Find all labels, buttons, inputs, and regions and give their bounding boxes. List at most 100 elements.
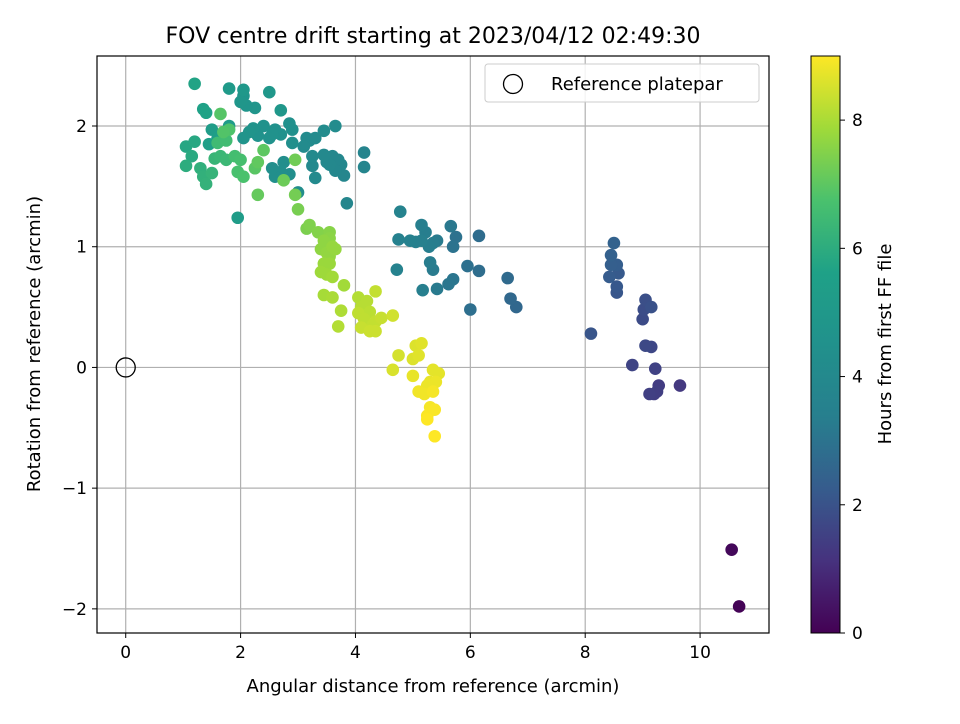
data-point: [643, 387, 656, 401]
data-point: [412, 349, 425, 362]
data-point: [610, 280, 624, 293]
data-point: [288, 153, 302, 167]
data-point: [222, 82, 236, 95]
data-point: [639, 339, 652, 353]
data-point: [603, 270, 616, 284]
data-point: [257, 119, 270, 133]
data-point: [428, 429, 442, 443]
data-point: [263, 85, 276, 99]
data-point: [416, 283, 429, 297]
colorbar-label: Hours from first FF file: [875, 244, 896, 445]
data-point: [283, 117, 296, 130]
data-point: [308, 131, 322, 145]
data-point: [415, 336, 428, 350]
data-point: [205, 166, 219, 180]
data-point: [472, 229, 486, 243]
data-point: [406, 369, 420, 383]
legend-entry-reference: Reference platepar: [551, 74, 723, 95]
data-point: [393, 205, 407, 219]
x-tick-label: 10: [689, 643, 711, 663]
y-tick-label: 1: [76, 238, 87, 258]
data-point: [323, 257, 336, 270]
data-point: [375, 311, 388, 325]
data-point: [464, 303, 477, 316]
colorbar-tick-label: 2: [852, 496, 863, 516]
y-tick-label: 0: [76, 358, 87, 378]
data-point: [369, 285, 382, 298]
legend-marker-reference: [502, 73, 524, 95]
colorbar: 0 2 4 6 8 Hours from first FF file: [810, 55, 896, 644]
data-point: [179, 159, 193, 173]
data-point: [188, 77, 201, 91]
y-tick-label: 2: [76, 117, 87, 137]
data-point: [644, 300, 658, 314]
data-point: [369, 324, 382, 338]
data-point: [326, 270, 339, 284]
reference-layer: [115, 357, 136, 378]
x-axis-label: Angular distance from reference (arcmin): [247, 676, 620, 697]
data-point: [234, 153, 247, 167]
x-tick-label: 2: [235, 643, 246, 663]
data-point: [357, 160, 371, 174]
data-point: [392, 349, 405, 362]
data-point: [331, 320, 345, 333]
data-point: [237, 83, 250, 97]
data-point: [626, 358, 639, 372]
data-point: [251, 188, 265, 202]
data-point: [199, 177, 213, 191]
data-point: [277, 174, 290, 187]
data-point: [257, 143, 270, 157]
legend: Reference platepar: [484, 63, 760, 103]
data-point: [449, 230, 463, 244]
legend-box: [484, 63, 760, 103]
data-point: [334, 304, 348, 318]
data-point: [428, 403, 442, 416]
data-point: [185, 149, 199, 163]
data-point: [446, 240, 460, 254]
data-point: [188, 135, 201, 149]
data-point: [265, 161, 279, 175]
data-point: [285, 136, 299, 150]
y-tick-label: −1: [62, 479, 87, 499]
colorbar-tick-label: 4: [852, 368, 863, 388]
data-point: [403, 234, 417, 247]
data-point: [423, 256, 437, 269]
data-point: [604, 258, 618, 272]
data-point: [263, 131, 276, 145]
data-point: [442, 277, 455, 291]
data-point: [386, 309, 400, 322]
data-point: [504, 292, 517, 305]
x-tick-label: 8: [580, 643, 591, 663]
x-tick-label: 4: [350, 643, 361, 663]
data-point: [430, 282, 444, 296]
colorbar-ticks: 0 2 4 6 8: [840, 111, 863, 644]
data-point: [648, 362, 662, 375]
data-point: [337, 279, 351, 292]
data-point: [306, 149, 319, 163]
data-point: [360, 294, 374, 308]
x-axis-ticks: 0 2 4 6 8 10: [120, 633, 711, 663]
data-point: [277, 155, 290, 169]
data-point: [501, 271, 514, 285]
data-point: [237, 170, 250, 184]
data-point: [390, 263, 404, 276]
data-point: [444, 219, 458, 233]
data-point: [415, 218, 428, 232]
data-point: [306, 159, 319, 173]
data-point: [317, 124, 331, 138]
colorbar-gradient: [810, 55, 841, 634]
colorbar-tick-label: 0: [852, 624, 863, 644]
data-point: [472, 264, 486, 278]
y-axis-ticks: −2 −1 0 1 2: [62, 117, 97, 620]
y-axis-label: Rotation from reference (arcmin): [24, 196, 45, 492]
chart-title: FOV centre drift starting at 2023/04/12 …: [166, 24, 701, 49]
data-point: [291, 203, 305, 216]
data-point: [234, 95, 247, 109]
data-point: [251, 155, 265, 169]
x-tick-label: 6: [465, 643, 476, 663]
data-point: [636, 312, 649, 326]
data-points: [179, 77, 746, 613]
data-point: [604, 248, 618, 262]
